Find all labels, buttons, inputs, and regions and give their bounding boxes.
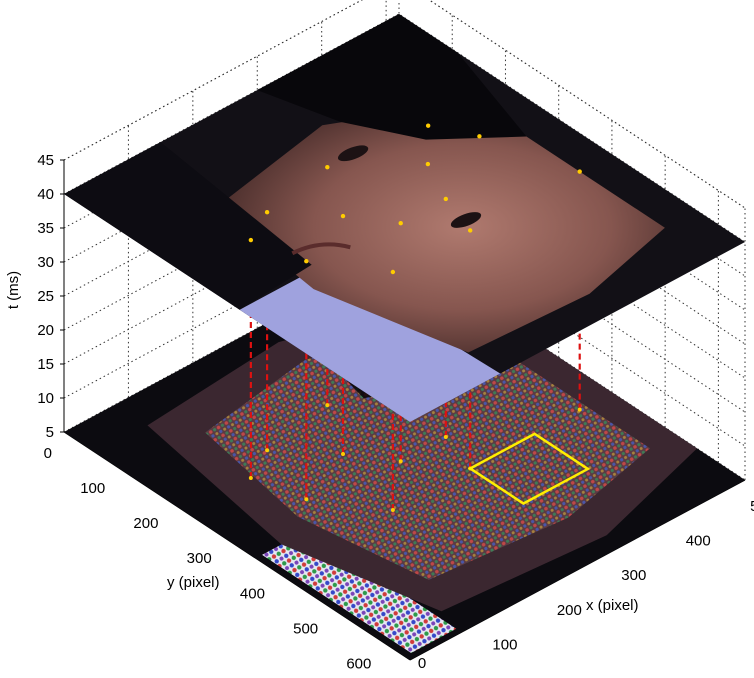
highlight-box [467,432,591,505]
z-tick-label: 45 [37,152,54,169]
upper-face [214,101,665,353]
z-tick-label: 5 [46,424,54,441]
upper-eye [337,145,369,162]
lower-face-pattern [205,321,651,580]
x-tick-label: 0 [418,655,426,672]
z-gridline [63,149,746,379]
z-gridline [63,183,746,413]
z-axis-label: t (ms) [5,271,22,309]
x-axis-label: x (pixel) [586,597,639,614]
z-gridline [63,217,746,447]
z-gridline [63,0,746,209]
y-tick-label: 500 [293,620,318,637]
y-axis-label: y (pixel) [167,574,220,591]
upper-image-layer [64,14,745,422]
z-tick-label: 10 [37,390,54,407]
z-tick-label: 20 [37,322,54,339]
y-tick-label: 600 [346,655,371,672]
x-tick-label: 200 [557,602,582,619]
upper-feature-point [398,221,403,226]
upper-feature-point [248,237,254,243]
lower-shirt-pattern [262,530,457,654]
upper-hair [257,14,527,140]
x-tick-label: 300 [621,567,646,584]
upper-feature-point [304,259,309,264]
z-tick-label: 30 [37,254,54,271]
upper-feature-point [477,134,482,139]
lower-feature-point [248,476,253,481]
lower-feature-point [325,403,330,408]
y-tick-label: 300 [187,550,212,567]
upper-feature-point [443,196,449,202]
upper-feature-point [425,161,431,167]
lower-feature-point [577,407,582,412]
lower-feature-point [341,452,346,457]
y-tick-label: 400 [240,585,265,602]
upper-eye [450,212,482,228]
upper-feature-point [340,213,346,219]
upper-feature-point [425,123,431,128]
lower-feature-point [304,497,309,502]
upper-mouth [291,242,351,256]
x-tick-label: 100 [492,636,517,653]
y-tick-label: 0 [44,445,52,462]
lower-feature-point [443,434,448,439]
axis-ticks: 5 10 15 20 25 30 35 40 45 0 100 200 300 400 500 600 0 100… [37,152,754,672]
z-tick-label: 35 [37,220,54,237]
upper-feature-point [467,228,473,233]
x-tick-label: 400 [686,533,711,550]
upper-background-wall [239,264,501,422]
z-tick-label: 40 [37,186,54,203]
upper-feature-point [390,269,396,275]
z-tick-label: 25 [37,288,54,305]
highlight-box-group [467,432,591,505]
z-tick-label: 15 [37,356,54,373]
upper-feature-point [325,164,330,170]
lower-feature-point [265,448,270,453]
lower-feature-point [390,508,395,512]
y-tick-label: 100 [80,480,105,497]
lower-feature-point [398,459,403,464]
y-tick-label: 200 [133,515,158,532]
upper-feature-point [577,169,582,174]
x-tick-label: 500 [750,498,754,515]
upper-feature-point [264,210,270,215]
upper-shoulder [64,142,312,310]
